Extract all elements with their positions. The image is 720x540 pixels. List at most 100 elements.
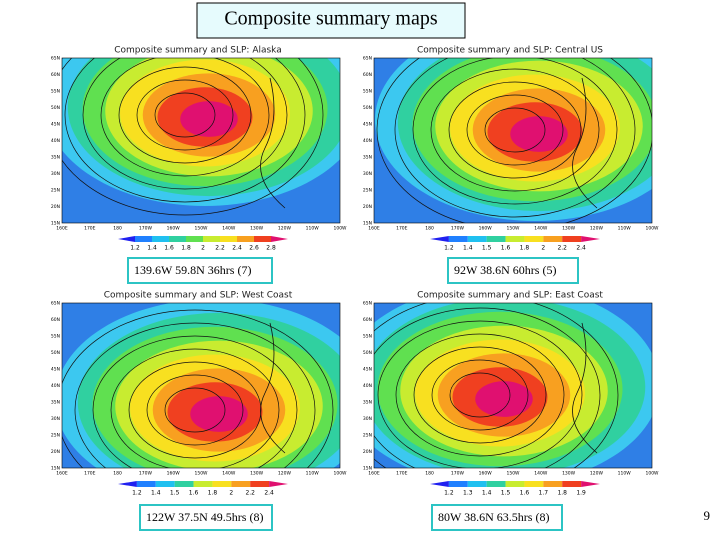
lat-label: 45N xyxy=(363,367,372,373)
slp-contour xyxy=(395,333,565,457)
slp-contour xyxy=(100,58,270,177)
lat-label: 25N xyxy=(51,188,60,194)
field-contour xyxy=(190,396,248,432)
colorbar-label: 1.9 xyxy=(576,490,586,497)
lon-label: 150W xyxy=(194,226,208,232)
map-panel: Composite summary and SLP: Alaska 65N 60N 5… xyxy=(51,46,347,284)
colorbar-label: 1.6 xyxy=(501,245,511,252)
caption: 139.6W 59.8N 36hrs (7) xyxy=(134,263,251,277)
colorbar-label: 1.2 xyxy=(132,490,142,497)
colorbar-label: 1.4 xyxy=(463,245,473,252)
lon-label: 160E xyxy=(56,471,68,477)
lat-label: 25N xyxy=(363,433,372,439)
slp-contour xyxy=(376,58,652,223)
slp-contour xyxy=(154,92,216,138)
lat-label: 60N xyxy=(363,317,372,323)
map-frame xyxy=(61,302,341,469)
colorbar-label: 2.8 xyxy=(266,245,276,252)
colorbar-label: 1.4 xyxy=(147,245,157,252)
slp-contour xyxy=(118,66,252,164)
lat-label: 35N xyxy=(363,400,372,406)
coastline xyxy=(260,322,286,454)
colorbar-segment xyxy=(203,236,220,242)
map-frame xyxy=(373,302,653,469)
lon-label: 110W xyxy=(306,471,320,477)
lon-label: 130W xyxy=(562,226,576,232)
colorbar-label: 1.2 xyxy=(444,490,454,497)
slp-contour xyxy=(394,58,636,218)
colorbar-segment xyxy=(136,481,156,487)
lon-label: 110W xyxy=(618,471,632,477)
colorbar-label: 1.4 xyxy=(482,490,492,497)
slp-contour xyxy=(74,322,316,468)
lat-label: 25N xyxy=(51,433,60,439)
map-title: Composite summary and SLP: East Coast xyxy=(417,291,603,301)
lat-label: 40N xyxy=(51,383,60,389)
colorbar-segment xyxy=(250,481,270,487)
lat-label: 25N xyxy=(363,188,372,194)
lon-label: 100W xyxy=(645,471,659,477)
lon-label: 140W xyxy=(534,471,548,477)
caption-box xyxy=(447,257,579,284)
colorbar-segment xyxy=(543,236,563,242)
colorbar-label: 2 xyxy=(229,490,233,497)
lon-label: 180 xyxy=(425,471,434,477)
lon-label: 140W xyxy=(534,226,548,232)
lat-label: 30N xyxy=(51,416,60,422)
lon-label: 180 xyxy=(425,226,434,232)
slp-contour xyxy=(62,309,334,468)
lat-label: 45N xyxy=(51,122,60,128)
lat-label: 50N xyxy=(363,105,372,111)
colorbar-label: 1.6 xyxy=(189,490,199,497)
caption: 80W 38.6N 63.5hrs (8) xyxy=(438,510,549,524)
lat-label: 15N xyxy=(363,221,372,227)
lat-label: 40N xyxy=(363,383,372,389)
title-box xyxy=(196,2,466,39)
lat-label: 15N xyxy=(51,466,60,472)
map-panel: Composite summary and SLP: Central US 65N… xyxy=(363,46,659,284)
colorbar-segment xyxy=(467,481,487,487)
lon-label: 130W xyxy=(250,471,264,477)
lat-label: 30N xyxy=(51,171,60,177)
lon-label: 160E xyxy=(56,226,68,232)
colorbar-label: 2.2 xyxy=(245,490,255,497)
colorbar-end xyxy=(118,481,137,487)
coastline xyxy=(572,322,598,454)
lon-label: 130W xyxy=(250,226,264,232)
colorbar-label: 1.2 xyxy=(130,245,140,252)
colorbar-end xyxy=(581,481,600,487)
lon-label: 160W xyxy=(479,471,493,477)
map-field xyxy=(62,303,340,468)
colorbar-label: 1.5 xyxy=(170,490,180,497)
colorbar-segment xyxy=(448,236,468,242)
caption: 122W 37.5N 49.5hrs (8) xyxy=(146,510,263,524)
lat-label: 60N xyxy=(51,72,60,78)
colorbar-label: 1.6 xyxy=(520,490,530,497)
colorbar-segment xyxy=(186,236,203,242)
lat-label: 55N xyxy=(363,89,372,95)
lon-label: 110W xyxy=(618,226,632,232)
caption-box xyxy=(127,257,273,284)
slp-contour xyxy=(413,346,547,444)
colorbar-label: 2 xyxy=(541,245,545,252)
slp-contour xyxy=(374,303,619,468)
colorbar-end xyxy=(430,481,449,487)
lat-label: 20N xyxy=(51,449,60,455)
lon-label: 130W xyxy=(562,471,576,477)
caption: 92W 38.6N 60hrs (5) xyxy=(454,263,556,277)
lat-label: 35N xyxy=(51,155,60,161)
map-field xyxy=(62,58,340,223)
field-contour xyxy=(510,116,568,152)
slp-contour xyxy=(92,335,298,468)
colorbar-end xyxy=(118,236,135,242)
colorbar-label: 1.5 xyxy=(501,490,511,497)
colorbar-segment xyxy=(448,481,468,487)
lat-label: 15N xyxy=(51,221,60,227)
lon-label: 170E xyxy=(84,226,96,232)
lat-label: 30N xyxy=(363,171,372,177)
lat-label: 65N xyxy=(51,56,60,62)
colorbar-segment xyxy=(505,236,525,242)
coastline xyxy=(260,77,286,209)
colorbar-label: 1.8 xyxy=(208,490,218,497)
lon-label: 150W xyxy=(506,226,520,232)
